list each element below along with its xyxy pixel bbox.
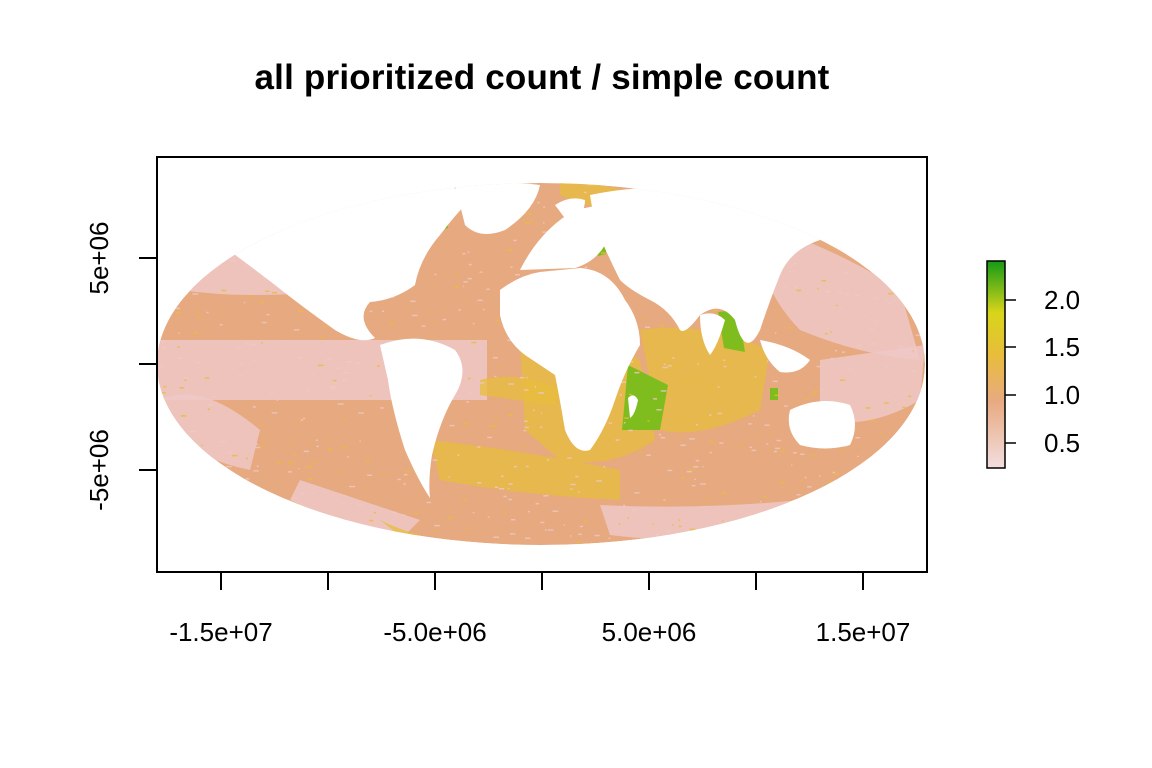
legend-colorbar xyxy=(986,260,1006,469)
legend-tick-label: 2.0 xyxy=(1044,285,1080,315)
y-tick-label: -5e+06 xyxy=(84,429,114,511)
legend-tick-label: 0.5 xyxy=(1044,428,1080,458)
legend-tick-label: 1.5 xyxy=(1044,332,1080,362)
y-axis xyxy=(139,257,157,471)
legend-tick-label: 1.0 xyxy=(1044,380,1080,410)
x-tick-label: -1.5e+07 xyxy=(169,617,272,647)
x-tick-label: 1.5e+07 xyxy=(816,617,911,647)
x-tick-label: -5.0e+06 xyxy=(383,617,486,647)
x-tick-label: 5.0e+06 xyxy=(602,617,697,647)
ocean-raster xyxy=(157,183,925,545)
x-axis xyxy=(220,572,864,590)
y-tick-label: 5e+06 xyxy=(84,221,114,294)
legend-ticks xyxy=(1005,299,1016,444)
chart-title: all prioritized count / simple count xyxy=(254,58,830,97)
